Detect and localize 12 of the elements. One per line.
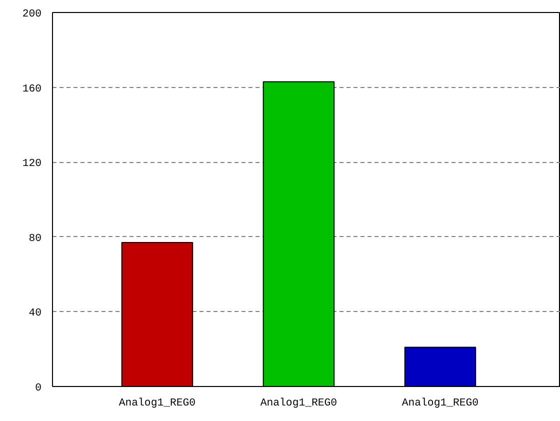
y-tick-label: 40 — [28, 308, 42, 320]
bar — [121, 242, 194, 386]
y-tick-label: 160 — [22, 83, 42, 96]
bar — [404, 346, 476, 386]
y-tick-label: 120 — [22, 158, 42, 170]
x-tick-label: Analog1_REG0 — [260, 398, 338, 410]
y-tick-label: 80 — [28, 232, 42, 245]
x-tick-label: Analog1_REG0 — [402, 398, 479, 410]
y-tick-label: 200 — [22, 8, 42, 20]
y-tick-label: 0 — [35, 382, 42, 394]
x-tick-label: Analog1_REG0 — [118, 398, 196, 410]
bar — [262, 81, 335, 386]
